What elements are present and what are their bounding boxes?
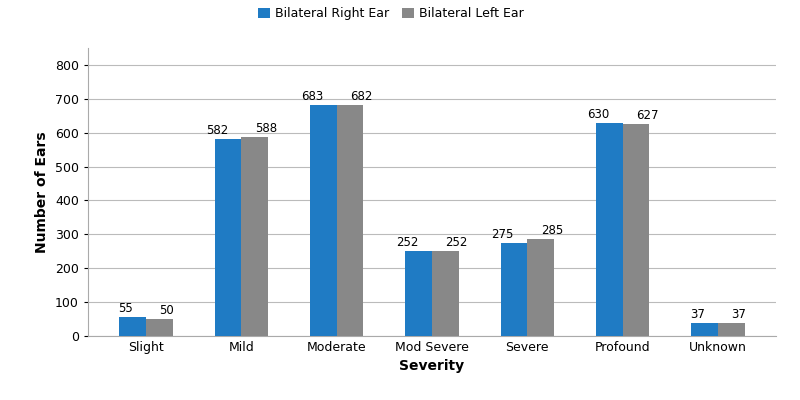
Bar xyxy=(501,243,527,336)
Text: 55: 55 xyxy=(118,302,133,315)
Text: 627: 627 xyxy=(636,108,658,122)
X-axis label: Severity: Severity xyxy=(399,360,465,374)
Y-axis label: Number of Ears: Number of Ears xyxy=(35,131,50,253)
Bar xyxy=(119,317,146,336)
Bar xyxy=(214,139,242,336)
Text: 682: 682 xyxy=(350,90,372,103)
Text: 252: 252 xyxy=(446,236,468,248)
Bar xyxy=(310,104,337,336)
Bar xyxy=(527,240,554,336)
Bar xyxy=(718,324,745,336)
Text: 588: 588 xyxy=(254,122,277,135)
Bar xyxy=(596,122,622,336)
Text: 252: 252 xyxy=(396,236,418,248)
Bar xyxy=(242,137,268,336)
Text: 630: 630 xyxy=(587,108,610,120)
Text: 582: 582 xyxy=(206,124,228,137)
Bar xyxy=(337,105,363,336)
Text: 37: 37 xyxy=(731,308,746,322)
Bar xyxy=(622,124,650,336)
Text: 37: 37 xyxy=(690,308,705,322)
Text: 50: 50 xyxy=(159,304,174,317)
Bar xyxy=(406,251,432,336)
Bar xyxy=(432,251,458,336)
Text: 285: 285 xyxy=(541,224,563,238)
Bar xyxy=(691,324,718,336)
Text: 275: 275 xyxy=(492,228,514,241)
Bar xyxy=(146,319,173,336)
Legend: Bilateral Right Ear, Bilateral Left Ear: Bilateral Right Ear, Bilateral Left Ear xyxy=(253,2,529,26)
Text: 683: 683 xyxy=(301,90,323,102)
